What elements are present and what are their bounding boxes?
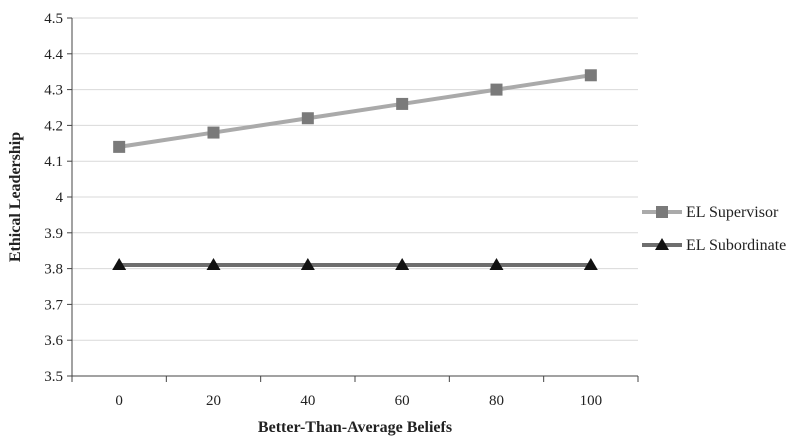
y-axis-title: Ethical Leadership [7,132,24,262]
data-point-square [207,126,220,139]
legend-label: EL Supervisor [686,204,779,221]
data-point-square [301,112,314,125]
data-point-square [396,97,409,110]
data-point-triangle [300,258,315,271]
data-point-triangle [206,258,221,271]
y-tick-labels: 3.5 3.6 3.7 3.8 3.9 4 4.1 4.2 4.3 4.4 4.5 [44,11,63,385]
series-group [112,69,598,271]
data-point-triangle [583,258,598,271]
y-tick-label: 4.5 [44,11,63,27]
data-point-square [113,140,126,153]
data-point-triangle [655,238,669,250]
data-point-triangle [112,258,127,271]
data-point-square [656,206,668,218]
data-point-square [490,83,503,96]
y-tick-label: 3.6 [44,333,63,349]
data-point-square [584,69,597,82]
x-tick-label: 60 [395,393,410,409]
gridlines [72,17,638,341]
x-axis-title: Better-Than-Average Beliefs [258,419,452,436]
y-tick-label: 3.7 [44,297,63,313]
x-tick-labels: 0 20 40 60 80 100 [115,393,602,409]
legend: EL Supervisor EL Subordinate [642,204,786,254]
data-point-triangle [489,258,504,271]
y-tick-label: 4.3 [44,83,63,99]
axes [67,17,639,382]
y-tick-label: 3.9 [44,226,63,242]
y-tick-label: 4.2 [44,118,63,134]
legend-entry: EL Supervisor [642,204,779,221]
y-tick-label: 4.4 [44,47,63,63]
x-tick-label: 0 [115,393,123,409]
y-tick-label: 3.5 [44,369,63,385]
y-tick-label: 3.8 [44,262,63,278]
series-el-subordinate [112,258,598,271]
series-line [118,73,592,149]
series-el-supervisor [113,69,597,153]
x-tick-label: 100 [580,393,603,409]
data-point-triangle [395,258,410,271]
y-tick-label: 4.1 [44,154,63,170]
legend-label: EL Subordinate [686,237,786,254]
legend-entry: EL Subordinate [642,237,786,254]
x-tick-label: 40 [300,393,315,409]
x-tick-label: 80 [489,393,504,409]
x-tick-label: 20 [206,393,221,409]
y-tick-label: 4 [56,190,64,206]
